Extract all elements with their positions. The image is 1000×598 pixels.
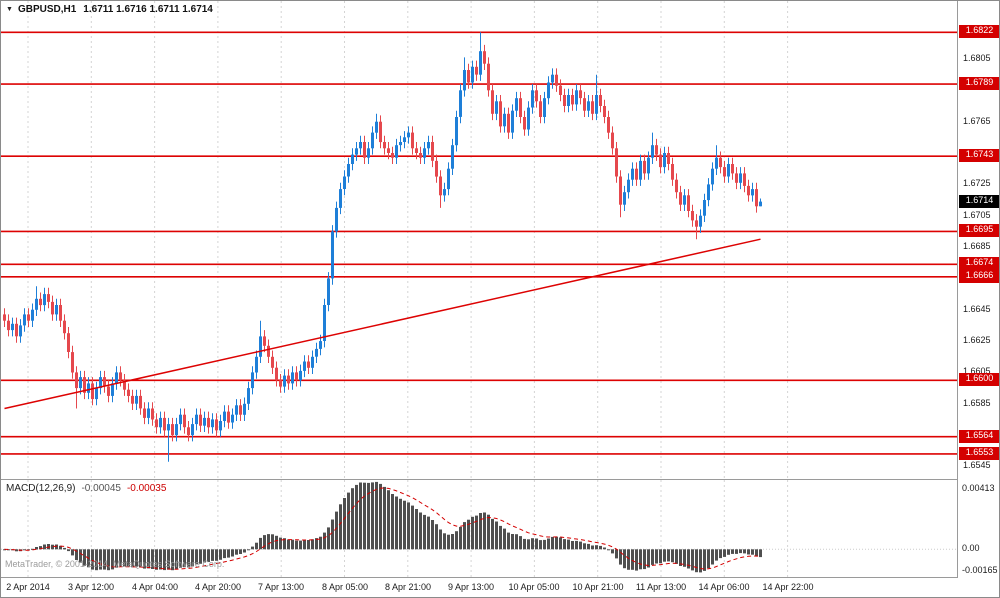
price-axis-label: 1.6805 xyxy=(963,53,991,63)
horizontal-level-lines[interactable] xyxy=(1,31,957,455)
time-axis-label: 10 Apr 05:00 xyxy=(508,582,560,592)
price-level-badge: 1.6553 xyxy=(959,447,999,460)
macd-axis-label: 0.00 xyxy=(962,543,980,553)
price-chart-canvas[interactable] xyxy=(1,1,957,479)
price-axis-label: 1.6765 xyxy=(963,116,991,126)
price-level-badge: 1.6695 xyxy=(959,224,999,237)
current-price-badge: 1.6714 xyxy=(959,195,999,208)
price-level-badge: 1.6743 xyxy=(959,149,999,162)
symbol-label: GBPUSD,H1 xyxy=(17,4,77,15)
price-level-badge: 1.6674 xyxy=(959,257,999,270)
time-axis-label: 14 Apr 06:00 xyxy=(698,582,750,592)
ohlc-values: 1.6711 1.6716 1.6711 1.6714 xyxy=(83,4,213,15)
time-axis-label: 4 Apr 04:00 xyxy=(131,582,179,592)
macd-signal-value: -0.00035 xyxy=(126,483,167,494)
price-axis-label: 1.6645 xyxy=(963,304,991,314)
price-axis-label: 1.6545 xyxy=(963,460,991,470)
time-axis-label: 14 Apr 22:00 xyxy=(762,582,814,592)
metatrader-watermark: MetaTrader, © 2001-2014, MetaQuotes Soft… xyxy=(5,559,225,569)
price-level-badge: 1.6822 xyxy=(959,25,999,38)
axis-separator xyxy=(1,577,999,578)
time-axis-label: 10 Apr 21:00 xyxy=(572,582,624,592)
trend-line[interactable] xyxy=(4,238,761,410)
macd-axis-label: 0.00413 xyxy=(962,483,995,493)
time-axis-label: 8 Apr 05:00 xyxy=(321,582,369,592)
price-axis-label: 1.6605 xyxy=(963,366,991,376)
panel-separator[interactable] xyxy=(1,479,999,480)
time-axis-label: 4 Apr 20:00 xyxy=(194,582,242,592)
price-axis-label: 1.6705 xyxy=(963,210,991,220)
macd-histogram xyxy=(3,481,762,573)
macd-signal-line xyxy=(4,487,761,570)
time-axis-label: 3 Apr 12:00 xyxy=(67,582,115,592)
macd-name: MACD(12,26,9) xyxy=(6,483,76,494)
price-level-badge: 1.6564 xyxy=(959,430,999,443)
chart-header: ▼ GBPUSD,H1 1.6711 1.6716 1.6711 1.6714 xyxy=(6,4,213,15)
candles xyxy=(3,32,762,462)
price-level-badge: 1.6666 xyxy=(959,270,999,283)
price-axis[interactable]: 1.6805 1.6765 1.6725 1.6705 1.6685 1.6645 1.66… xyxy=(957,1,999,578)
time-axis[interactable]: 2 Apr 2014 3 Apr 12:00 4 Apr 04:00 4 Apr 20… xyxy=(1,578,957,597)
macd-grid-lines xyxy=(27,480,789,577)
macd-main-value: -0.00045 xyxy=(81,483,121,494)
price-axis-label: 1.6685 xyxy=(963,241,991,251)
time-axis-label: 9 Apr 13:00 xyxy=(447,582,495,592)
symbol-marker-icon: ▼ xyxy=(6,6,13,13)
price-level-badge: 1.6600 xyxy=(959,373,999,386)
price-axis-label: 1.6725 xyxy=(963,178,991,188)
time-axis-label: 7 Apr 13:00 xyxy=(257,582,305,592)
price-axis-label: 1.6625 xyxy=(963,335,991,345)
macd-indicator-label: MACD(12,26,9) -0.00045 -0.00035 xyxy=(6,483,166,494)
macd-axis-label: -0.00165 xyxy=(962,565,998,575)
time-axis-label: 11 Apr 13:00 xyxy=(635,582,687,592)
time-axis-label: 8 Apr 21:00 xyxy=(384,582,432,592)
price-level-badge: 1.6789 xyxy=(959,77,999,90)
macd-canvas[interactable] xyxy=(1,480,957,577)
price-axis-label: 1.6585 xyxy=(963,398,991,408)
time-axis-label: 2 Apr 2014 xyxy=(6,582,50,592)
